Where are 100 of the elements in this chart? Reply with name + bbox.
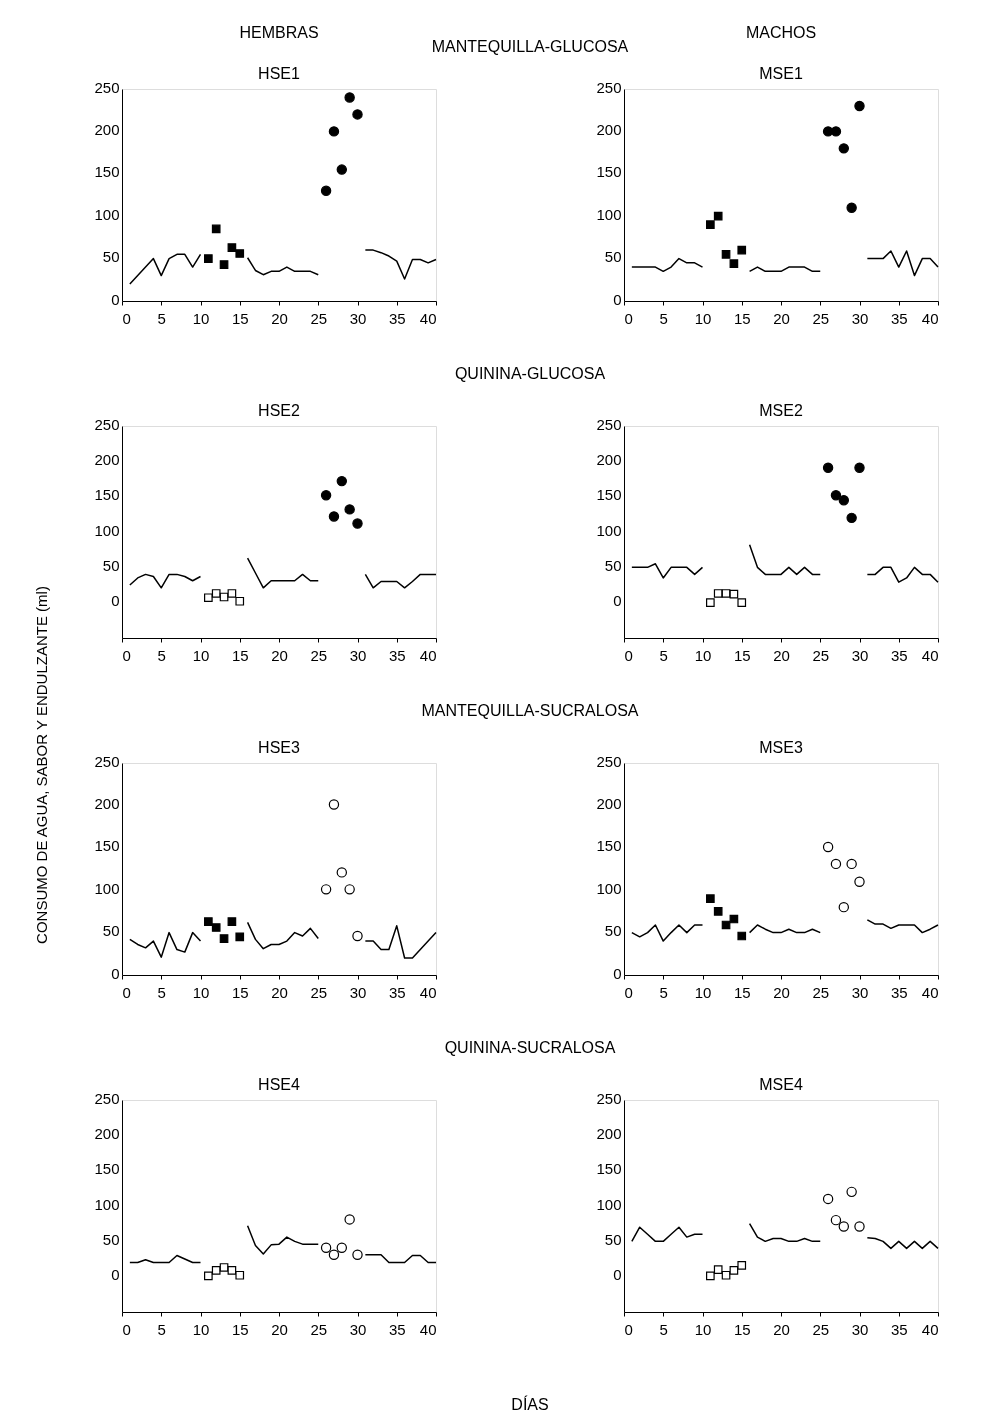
point (830, 1214, 842, 1226)
y-tick-label: 200 (596, 794, 622, 812)
x-tick-label: 30 (349, 983, 367, 1001)
x-tick-label: 35 (388, 646, 406, 664)
point (219, 260, 229, 269)
x-tick-label: 5 (659, 1320, 668, 1338)
x-tick-label: 5 (659, 646, 668, 664)
point (721, 1270, 731, 1280)
y-tick-label: 200 (94, 450, 120, 468)
x-tick-label: 15 (231, 1320, 249, 1338)
point (235, 249, 245, 258)
chart-title: MSE2 (759, 402, 803, 419)
y-tick-label: 250 (94, 752, 120, 770)
point (344, 1214, 355, 1225)
x-tick-label: 10 (694, 1320, 712, 1338)
point (211, 224, 221, 234)
point (830, 858, 842, 870)
point (344, 92, 355, 103)
y-tick-label: 100 (596, 205, 622, 223)
point (328, 1249, 340, 1260)
y-tick-label: 200 (94, 120, 120, 138)
y-tick-label: 200 (596, 120, 622, 138)
point (721, 589, 731, 598)
y-tick-label: 50 (102, 922, 120, 940)
x-tick-label: 10 (694, 646, 712, 664)
point (737, 598, 747, 608)
y-tick-label: 0 (613, 964, 622, 982)
y-tick-label: 150 (596, 163, 622, 181)
x-tick-label: 40 (419, 983, 437, 1001)
x-tick-label: 30 (851, 1320, 869, 1338)
point (204, 1271, 213, 1281)
y-tick-label: 200 (596, 1124, 622, 1142)
y-tick-label: 250 (596, 78, 622, 96)
point (729, 1265, 739, 1275)
y-tick-label: 250 (596, 415, 622, 433)
point (838, 143, 850, 154)
point (336, 867, 348, 878)
y-tick-label: 0 (111, 964, 120, 982)
point (227, 243, 237, 252)
point (320, 490, 332, 501)
y-tick-label: 150 (94, 486, 120, 504)
x-tick-label: 15 (231, 309, 249, 327)
x-tick-label: 10 (192, 646, 210, 664)
x-tick-label: 35 (890, 309, 908, 327)
point (838, 901, 850, 913)
point (352, 1249, 363, 1260)
point (227, 1265, 237, 1275)
y-tick-label: 50 (102, 556, 120, 574)
text: QUININA-GLUCOSA (454, 365, 606, 382)
point (846, 202, 857, 213)
x-tick-label: 25 (310, 309, 328, 327)
y-tick-label: 50 (604, 922, 622, 940)
point (713, 907, 723, 916)
x-tick-label: 20 (271, 1320, 288, 1338)
x-tick-label: 20 (773, 1320, 790, 1338)
point (713, 211, 723, 221)
y-tick-label: 50 (102, 248, 120, 266)
y-tick-label: 50 (604, 556, 622, 574)
point (344, 504, 355, 515)
x-tick-label: 25 (310, 1320, 328, 1338)
y-tick-label: 100 (596, 879, 622, 897)
point (320, 1242, 332, 1253)
chart-title: HSE4 (258, 1076, 300, 1093)
y-tick-label: 100 (94, 521, 120, 539)
x-tick-label: 15 (733, 309, 751, 327)
x-tick-label: 40 (419, 309, 437, 327)
x-tick-label: 5 (659, 983, 668, 1001)
x-tick-label: 20 (773, 646, 790, 664)
point (737, 1261, 747, 1270)
y-tick-label: 50 (102, 1230, 120, 1248)
text: MANTEQUILLA-SUCRALOSA (421, 702, 639, 719)
x-tick-label: 0 (624, 1320, 633, 1338)
point (204, 254, 213, 263)
y-tick-label: 150 (94, 837, 120, 855)
point (227, 917, 237, 926)
y-tick-label: 200 (596, 450, 622, 468)
point (211, 589, 221, 598)
x-tick-label: 0 (624, 983, 633, 1001)
x-tick-label: 20 (773, 309, 790, 327)
x-tick-label: 25 (812, 646, 830, 664)
y-tick-label: 150 (596, 486, 622, 504)
y-tick-label: 200 (94, 1124, 120, 1142)
point (204, 917, 213, 926)
y-tick-label: 100 (94, 205, 120, 223)
point (706, 220, 715, 230)
point (846, 1186, 857, 1198)
y-tick-label: 250 (596, 752, 622, 770)
point (211, 1265, 221, 1275)
x-tick-label: 40 (921, 309, 939, 327)
x-tick-label: 30 (349, 1320, 367, 1338)
x-axis-title: DÍAS (511, 1395, 549, 1413)
point (320, 884, 332, 895)
x-tick-label: 30 (349, 646, 367, 664)
x-tick-label: 20 (271, 309, 288, 327)
chart-title: MSE1 (759, 65, 803, 82)
point (737, 245, 747, 255)
x-tick-label: 10 (694, 309, 712, 327)
x-tick-label: 0 (624, 646, 633, 664)
x-tick-label: 0 (122, 646, 131, 664)
y-tick-label: 250 (94, 415, 120, 433)
